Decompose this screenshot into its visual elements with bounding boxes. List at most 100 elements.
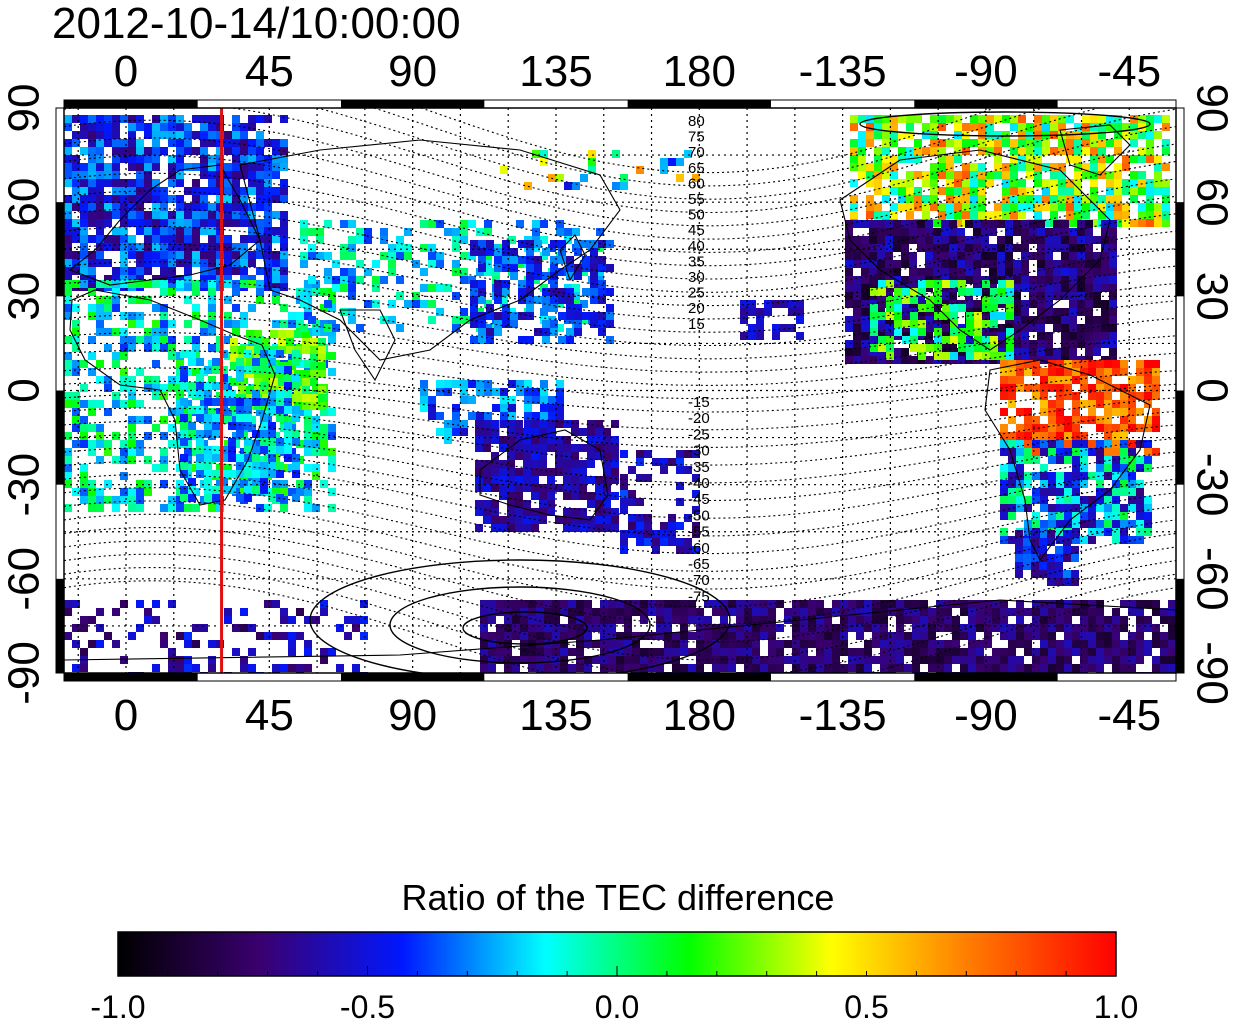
tec-cell [1144,528,1152,536]
tec-cell [866,131,874,139]
tec-cell [176,280,184,288]
tec-cell [436,388,444,396]
tec-cell [531,524,539,532]
tec-cell [894,304,902,312]
tec-cell [909,252,917,260]
tec-cell [1010,203,1018,211]
tec-cell [483,500,491,508]
tec-cell [548,396,556,404]
tec-cell [1104,616,1112,624]
tec-cell [128,424,136,432]
tec-cell [236,358,244,366]
tec-cell [800,600,808,608]
tec-cell [152,664,160,672]
tec-cell [256,139,264,147]
tec-cell [1104,432,1112,440]
tec-cell [104,275,112,283]
tec-cell [680,632,688,640]
tec-cell [1045,244,1053,252]
tec-cell [502,304,510,312]
tec-cell [1136,480,1144,488]
tec-cell [507,500,515,508]
tec-cell [252,398,260,406]
tec-cell [850,147,858,155]
tec-cell [228,438,236,446]
tec-cell [272,163,280,171]
tec-cell [600,600,608,608]
tec-cell [232,211,240,219]
tec-cell [688,600,696,608]
tec-cell [1056,408,1064,416]
tec-cell [845,268,853,276]
tec-cell [1136,496,1144,504]
tec-cell [332,284,340,292]
tec-cell [861,268,869,276]
tec-cell [1032,512,1040,520]
tec-cell [88,131,96,139]
tec-cell [284,430,292,438]
tec-cell [1045,228,1053,236]
tec-cell [1080,448,1088,456]
tec-cell [160,115,168,123]
tec-cell [240,219,248,227]
tec-cell [970,187,978,195]
tec-cell [488,632,496,640]
tec-cell [603,516,611,524]
tec-cell [925,228,933,236]
tec-cell [910,328,918,336]
tec-cell [96,147,104,155]
tec-cell [576,656,584,664]
tec-cell [550,272,558,280]
tec-cell [688,664,696,672]
tec-cell [1104,496,1112,504]
tec-cell [954,179,962,187]
mag-lat-contour [64,367,1176,413]
tec-cell [1064,512,1072,520]
tec-cell [922,131,930,139]
tec-cell [120,328,128,336]
tec-cell [808,616,816,624]
tec-cell [220,374,228,382]
tec-cell [990,336,998,344]
tec-cell [1112,504,1120,512]
tec-cell [128,504,136,512]
tec-cell [64,456,72,464]
tec-cell [950,328,958,336]
tec-cell [248,171,256,179]
tec-cell [180,454,188,462]
tec-cell [752,664,760,672]
contour-label: -55 [688,524,710,541]
tec-cell [989,220,997,228]
tec-cell [200,280,208,288]
tec-cell [264,504,272,512]
mag-lat-contour [64,208,1176,293]
tec-cell [112,275,120,283]
tec-cell [539,452,547,460]
tec-cell [752,648,760,656]
tec-cell [460,396,468,404]
tec-cell [112,456,120,464]
tec-cell [590,296,598,304]
tec-cell [120,384,128,392]
ruler-segment [1176,578,1184,673]
tec-cell [965,276,973,284]
tec-cell [404,252,412,260]
tec-cell [861,308,869,316]
tec-cell [176,163,184,171]
tec-cell [380,252,388,260]
tec-cell [272,235,280,243]
tec-cell [1074,147,1082,155]
tec-cell [168,664,176,672]
tec-cell [933,260,941,268]
tec-cell [216,344,224,352]
tec-cell [1074,187,1082,195]
tec-cell [1056,624,1064,632]
tec-cell [1162,203,1170,211]
tec-cell [914,155,922,163]
tec-cell [1039,562,1047,570]
tec-cell [300,260,308,268]
tec-cell [1128,424,1136,432]
tec-cell [228,454,236,462]
tec-cell [192,344,200,352]
tec-cell [1090,115,1098,123]
